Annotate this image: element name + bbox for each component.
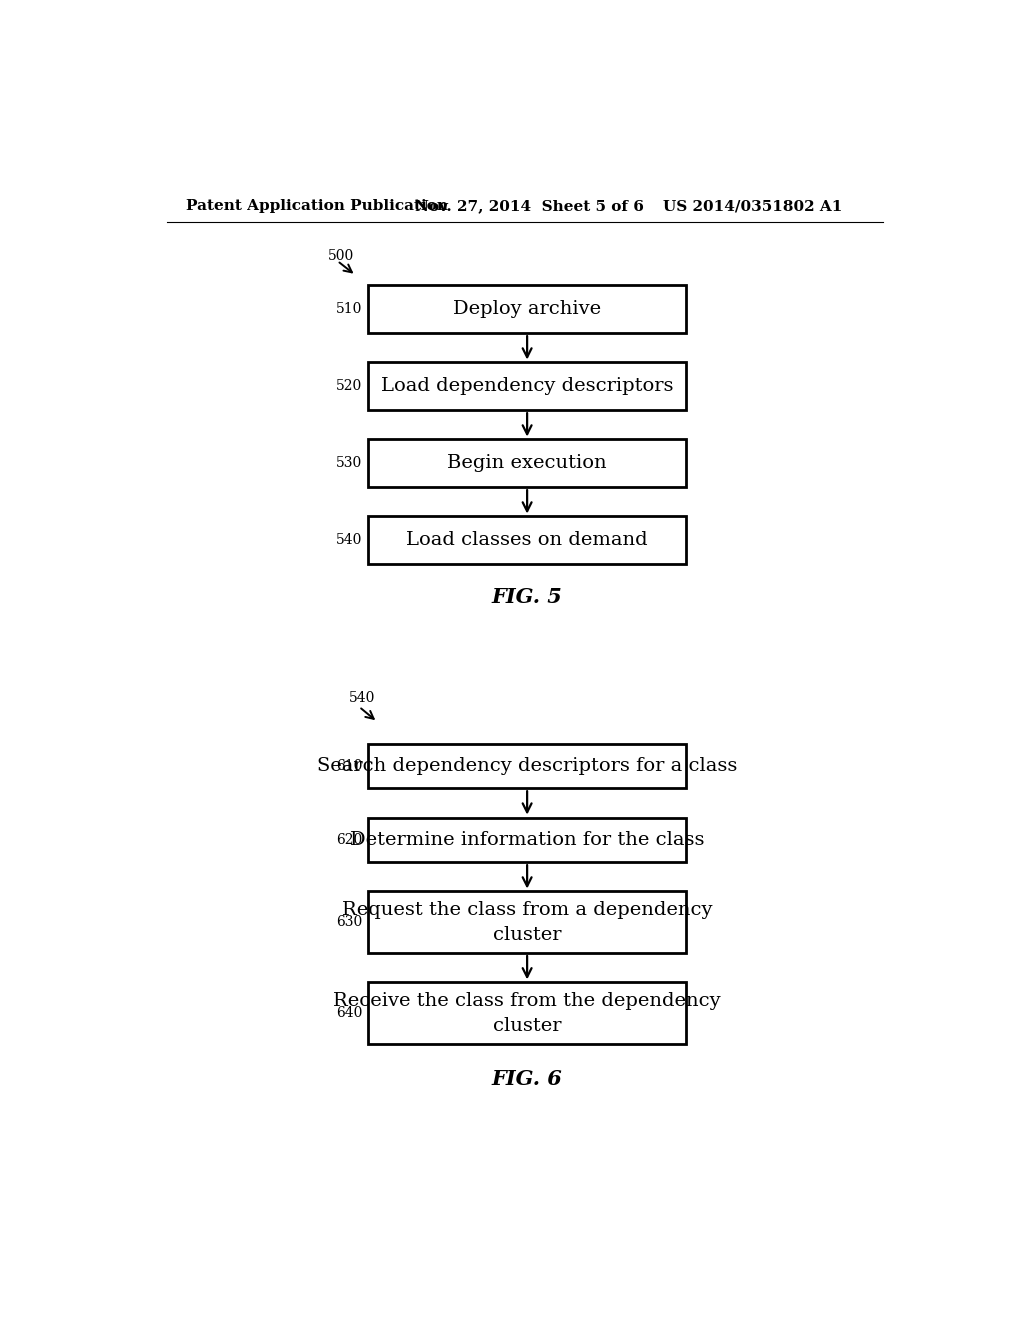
Text: 520: 520 — [336, 379, 362, 393]
Text: US 2014/0351802 A1: US 2014/0351802 A1 — [663, 199, 842, 213]
Text: 630: 630 — [336, 915, 362, 929]
Text: Load classes on demand: Load classes on demand — [407, 532, 648, 549]
Text: Search dependency descriptors for a class: Search dependency descriptors for a clas… — [317, 756, 737, 775]
Text: Receive the class from the dependency
cluster: Receive the class from the dependency cl… — [334, 991, 721, 1035]
Text: FIG. 5: FIG. 5 — [492, 586, 562, 606]
Bar — [369, 285, 686, 333]
Text: Load dependency descriptors: Load dependency descriptors — [381, 378, 674, 395]
Bar — [369, 440, 686, 487]
Text: 540: 540 — [336, 533, 362, 548]
Bar — [369, 817, 686, 862]
Bar — [369, 743, 686, 788]
Text: 500: 500 — [328, 249, 354, 263]
Text: 530: 530 — [336, 457, 362, 470]
Text: FIG. 6: FIG. 6 — [492, 1069, 562, 1089]
Text: Nov. 27, 2014  Sheet 5 of 6: Nov. 27, 2014 Sheet 5 of 6 — [415, 199, 644, 213]
Text: Patent Application Publication: Patent Application Publication — [186, 199, 449, 213]
Text: 640: 640 — [336, 1006, 362, 1020]
Text: Request the class from a dependency
cluster: Request the class from a dependency clus… — [342, 900, 713, 944]
Text: Determine information for the class: Determine information for the class — [350, 830, 705, 849]
Text: Begin execution: Begin execution — [447, 454, 607, 473]
Text: 510: 510 — [336, 302, 362, 317]
Text: 620: 620 — [336, 833, 362, 847]
Bar — [369, 363, 686, 411]
Bar — [369, 982, 686, 1044]
Bar — [369, 516, 686, 564]
Text: 540: 540 — [349, 692, 375, 705]
Text: 610: 610 — [336, 759, 362, 774]
Bar — [369, 891, 686, 953]
Text: Deploy archive: Deploy archive — [453, 301, 601, 318]
